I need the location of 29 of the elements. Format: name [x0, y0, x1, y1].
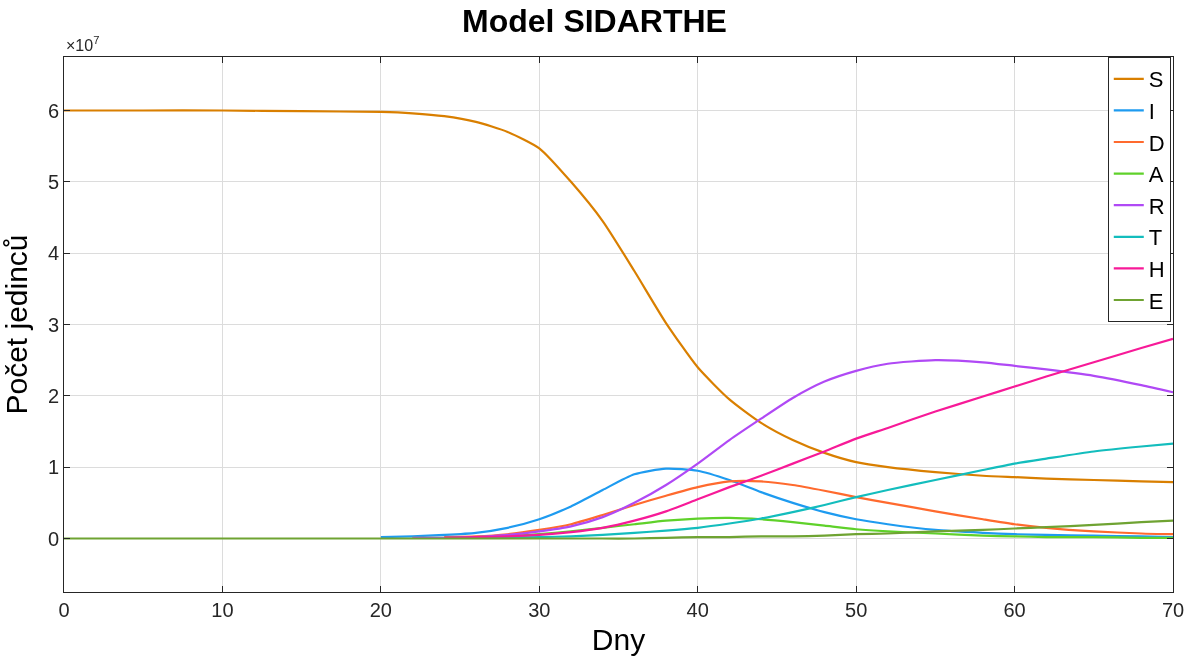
legend-label: T	[1148, 225, 1163, 251]
y-tick-label: 6	[47, 99, 59, 122]
x-tick-label: 10	[211, 599, 234, 621]
legend-label: H	[1148, 256, 1165, 282]
line-series	[443, 479, 1173, 539]
legend-label: R	[1148, 193, 1165, 219]
x-axis-title: Dny	[591, 622, 646, 656]
line-series	[64, 519, 1173, 540]
legend-label: E	[1148, 288, 1164, 314]
legend-label: S	[1148, 67, 1164, 93]
x-tick-label: 20	[369, 599, 392, 621]
legend-label: D	[1148, 130, 1165, 156]
legend-label: A	[1148, 162, 1164, 188]
legend-label: I	[1148, 98, 1155, 124]
x-tick-label: 70	[1161, 599, 1185, 621]
y-tick-label: 4	[47, 242, 59, 265]
line-series	[379, 467, 1173, 539]
y-axis-title: Počet jedinců	[0, 234, 33, 415]
chart-title: Model SIDARTHE	[462, 3, 727, 40]
y-tick-label: 5	[47, 170, 59, 193]
x-tick-label: 60	[1003, 599, 1026, 621]
y-tick-label: 3	[47, 313, 59, 336]
x-tick-label: 30	[528, 599, 551, 621]
y-tick-label: 0	[47, 527, 59, 550]
y-tick-label: 2	[47, 384, 59, 407]
text: ×10$^{7}$	[66, 34, 100, 54]
x-tick-label: 40	[686, 599, 709, 621]
x-tick-label: 50	[845, 599, 868, 621]
y-tick-label: 1	[47, 456, 59, 479]
